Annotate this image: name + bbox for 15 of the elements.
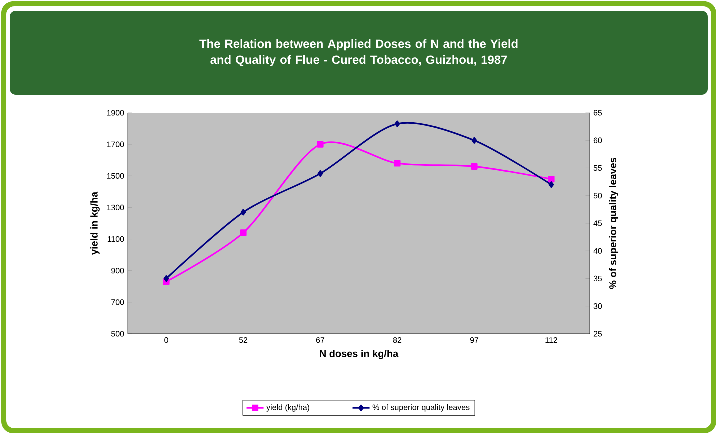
point (471, 163, 478, 170)
point (394, 120, 400, 128)
point (548, 182, 554, 188)
point (548, 176, 555, 183)
point (317, 141, 324, 148)
x-axis-title: N doses in kg/ha (320, 350, 399, 360)
point (394, 160, 401, 167)
y-axis-title: yield in kg/ha (90, 192, 100, 255)
point (240, 230, 247, 236)
chart-title: The Relation between Applied Doses of N and the Yield and Quality of Flue - Cured Tobacco, Guizhou, 1987 (200, 39, 518, 67)
point (240, 209, 246, 216)
point (472, 137, 478, 144)
point (318, 170, 324, 178)
y2-axis-title: % of superior quality leaves (609, 158, 619, 290)
point (164, 275, 170, 282)
